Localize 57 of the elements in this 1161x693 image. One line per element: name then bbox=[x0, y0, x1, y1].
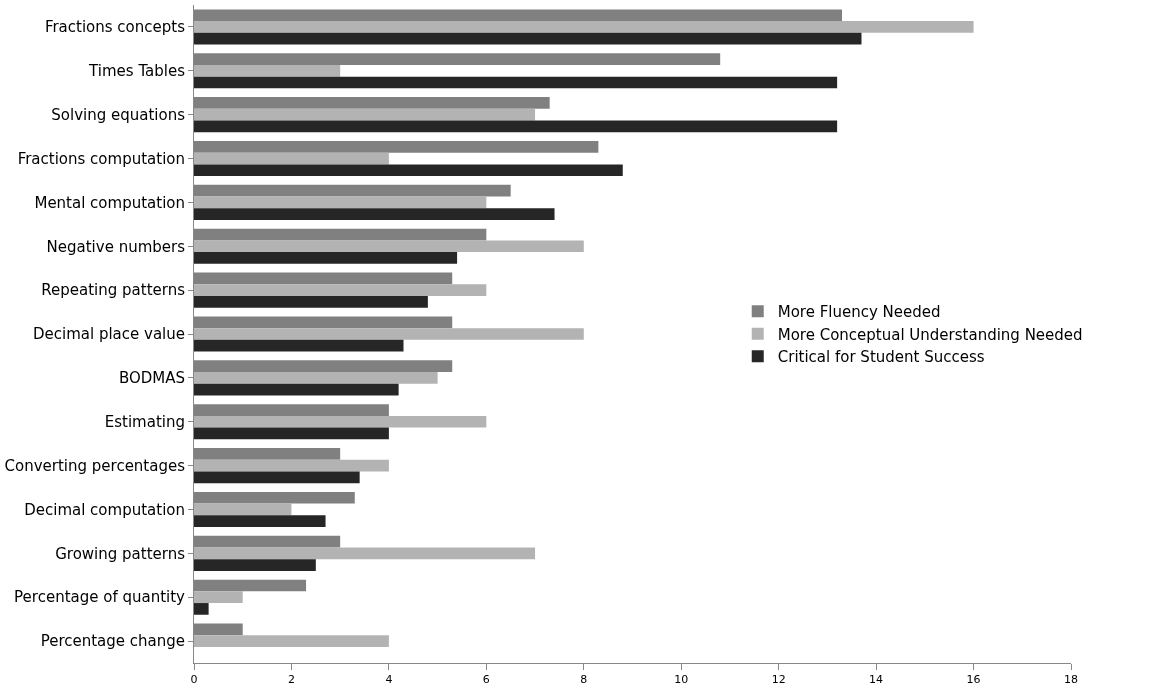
y-tick-label: BODMAS bbox=[118, 369, 185, 388]
bar bbox=[194, 383, 399, 396]
bar bbox=[194, 208, 555, 220]
x-tick-label: 10 bbox=[674, 673, 689, 687]
x-tick-label: 8 bbox=[580, 673, 588, 687]
y-tick-label: Decimal computation bbox=[24, 500, 185, 519]
bar bbox=[194, 503, 292, 516]
bar bbox=[194, 603, 209, 615]
y-tick-label: Percentage of quantity bbox=[14, 588, 186, 607]
y-tick-label: Solving equations bbox=[51, 105, 186, 124]
x-tick-label: 2 bbox=[287, 673, 295, 687]
y-tick-label: Fractions computation bbox=[17, 149, 185, 168]
y-tick-label: Percentage change bbox=[40, 632, 185, 651]
y-tick-label: Decimal place value bbox=[32, 325, 185, 344]
legend-label: Critical for Student Success bbox=[777, 348, 985, 367]
bar bbox=[194, 339, 404, 352]
x-tick-label: 0 bbox=[190, 673, 198, 687]
bar bbox=[194, 64, 341, 77]
bar bbox=[194, 515, 326, 528]
y-tick-label: Times Tables bbox=[88, 62, 186, 81]
bar bbox=[194, 284, 487, 296]
bar bbox=[194, 635, 389, 647]
bar bbox=[194, 252, 458, 264]
y-tick-label: Fractions concepts bbox=[44, 18, 186, 37]
y-tick-label: Growing patterns bbox=[55, 544, 186, 563]
bar bbox=[194, 21, 974, 33]
legend-label: More Conceptual Understanding Needed bbox=[777, 325, 1083, 344]
y-tick-label: Converting percentages bbox=[4, 456, 186, 475]
y-tick-label: Estimating bbox=[104, 412, 185, 431]
x-tick-label: 16 bbox=[966, 673, 981, 687]
x-tick-label: 4 bbox=[385, 673, 393, 687]
bar bbox=[194, 427, 389, 440]
bar bbox=[194, 152, 389, 165]
bar bbox=[194, 32, 862, 45]
x-tick-label: 6 bbox=[482, 673, 490, 687]
legend-label: More Fluency Needed bbox=[777, 303, 941, 322]
x-tick-label: 14 bbox=[869, 673, 884, 687]
bar bbox=[194, 76, 838, 89]
bar bbox=[194, 372, 438, 384]
bar bbox=[194, 591, 243, 604]
bar bbox=[194, 295, 428, 308]
bar bbox=[194, 471, 360, 484]
bar bbox=[194, 196, 487, 209]
bar bbox=[194, 164, 623, 177]
bar bbox=[194, 459, 389, 472]
bar bbox=[194, 120, 838, 133]
x-tick-label: 12 bbox=[771, 673, 786, 687]
bar bbox=[194, 328, 584, 340]
y-tick-label: Repeating patterns bbox=[41, 281, 186, 300]
bar bbox=[194, 240, 584, 253]
bar bbox=[194, 415, 487, 428]
bar bbox=[194, 108, 536, 121]
bar bbox=[194, 547, 536, 560]
x-tick-label: 18 bbox=[1064, 673, 1078, 687]
bar bbox=[194, 559, 316, 571]
y-tick-label: Negative numbers bbox=[46, 237, 186, 256]
y-tick-label: Mental computation bbox=[34, 193, 185, 212]
